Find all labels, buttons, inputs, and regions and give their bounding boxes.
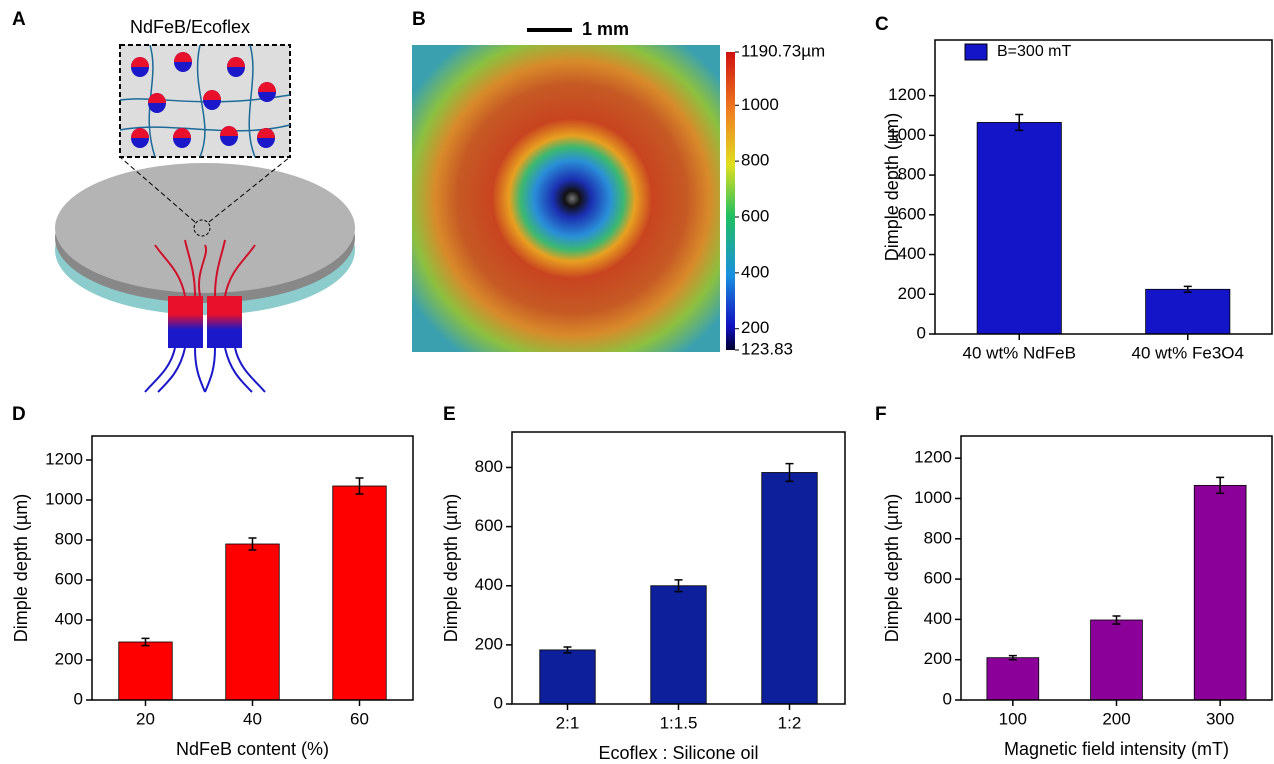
panel-letter: F [875,404,887,425]
error-bar [1112,615,1121,625]
y-tick-label: 200 [924,649,952,668]
colorbar-label: 400 [741,262,769,281]
y-tick-label: 0 [74,689,83,708]
colorbar [726,52,735,350]
y-tick-label: 1000 [914,488,952,507]
y-tick-label: 800 [898,165,926,184]
panel-letter: E [443,404,456,425]
y-tick-label: 1200 [888,85,926,104]
x-tick-label: 40 [243,709,262,728]
error-bar [785,462,794,483]
y-axis-title: Dimple depth (µm) [11,494,31,642]
panel-letter: C [875,14,889,35]
bar [225,543,280,701]
x-tick-label: 60 [350,709,369,728]
y-tick-label: 400 [898,244,926,263]
error-bar [563,646,572,654]
x-axis-title: Magnetic field intensity (mT) [1004,739,1229,759]
panel-letter: B [412,9,426,30]
x-tick-label: 100 [999,709,1027,728]
scale-label: 1 mm [582,19,629,39]
y-tick-label: 800 [924,528,952,547]
bar [118,641,173,701]
legend-swatch [964,43,988,61]
y-tick-label: 0 [917,323,926,342]
y-tick-label: 800 [475,457,503,476]
y-tick-label: 600 [475,516,503,535]
bar [761,472,818,705]
y-tick-label: 600 [924,569,952,588]
x-tick-label: 40 wt% NdFeB [963,343,1076,362]
bar [1145,288,1231,335]
y-tick-label: 600 [55,569,83,588]
x-tick-label: 2:1 [556,713,580,732]
y-tick-label: 1200 [914,448,952,467]
y-tick-label: 200 [55,649,83,668]
y-tick-label: 0 [943,689,952,708]
error-bar [1015,113,1024,132]
x-tick-label: 1:1.5 [660,713,698,732]
y-tick-label: 200 [475,634,503,653]
x-tick-label: 1:2 [778,713,802,732]
y-axis-title: Dimple depth (µm) [441,494,461,642]
bar [332,485,387,701]
y-axis-title: Dimple depth (µm) [882,113,902,261]
bar [1090,619,1143,701]
error-bar [1216,476,1225,495]
colorbar-label: 200 [741,318,769,337]
colorbar-label: 1000 [741,95,779,114]
bar [1193,484,1247,701]
y-tick-label: 1000 [888,125,926,144]
error-bar [674,579,683,593]
error-bar [1183,285,1192,294]
error-bar [1008,654,1017,661]
x-axis-title: Ecoflex : Silicone oil [598,743,758,763]
colorbar-label: 1190.73µm [741,41,825,60]
plot-frame [960,435,1273,701]
bar [976,122,1062,335]
y-tick-label: 800 [55,529,83,548]
plot-frame [511,431,846,705]
x-tick-label: 20 [136,709,155,728]
colorbar-label: 800 [741,151,769,170]
colorbar-label: 123.83 [741,339,793,358]
y-tick-label: 200 [898,284,926,303]
y-tick-label: 400 [924,609,952,628]
x-tick-label: 200 [1102,709,1130,728]
panel-letter: D [12,404,26,425]
bar [539,649,596,705]
error-bar [141,637,150,647]
y-tick-label: 600 [898,204,926,223]
x-axis-title: NdFeB content (%) [176,739,329,759]
panel-letter: A [12,9,26,30]
surface-image [412,45,720,352]
colorbar-label: 600 [741,206,769,225]
y-tick-label: 1000 [45,489,83,508]
y-axis-title: Dimple depth (µm) [882,494,902,642]
schematic: A NdFeB/Ecoflex [12,9,355,393]
bar [650,585,707,705]
plot-frame [91,435,414,701]
error-bar [355,477,364,495]
y-tick-label: 400 [475,575,503,594]
legend-label: B=300 mT [997,43,1071,60]
error-bar [248,537,257,551]
inset-label: NdFeB/Ecoflex [130,17,250,37]
y-tick-label: 0 [494,693,503,712]
x-tick-label: 40 wt% Fe3O4 [1132,343,1244,362]
x-tick-label: 300 [1206,709,1234,728]
y-tick-label: 1200 [45,449,83,468]
bar [986,657,1040,701]
y-tick-label: 400 [55,609,83,628]
plot-frame [934,39,1273,335]
